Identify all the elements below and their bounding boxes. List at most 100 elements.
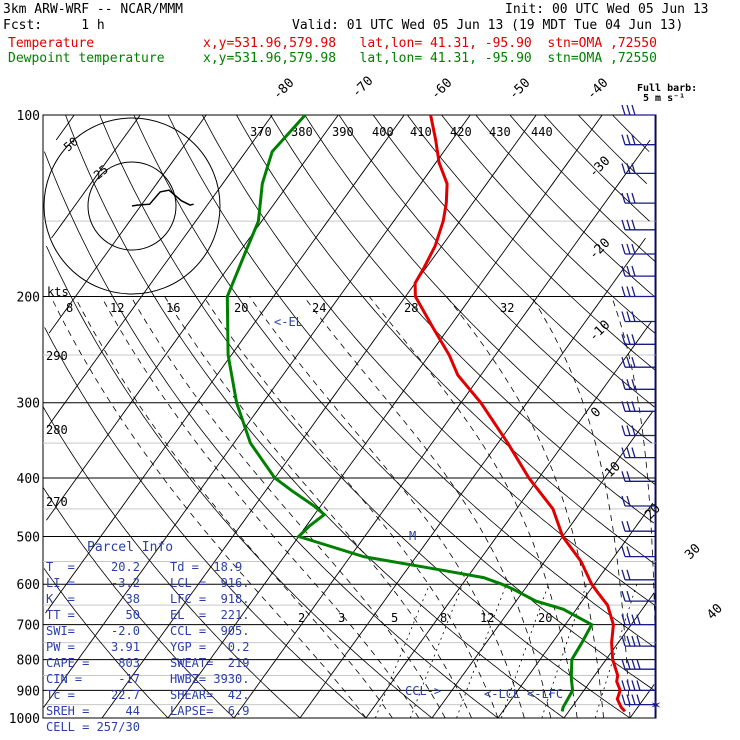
profiles — [225, 113, 627, 713]
isotherm-label: -80 — [270, 76, 297, 103]
mixing-ratio-label: 12 — [480, 611, 494, 625]
dry-adiabat-line — [338, 114, 653, 444]
isotherm-line — [497, 502, 654, 719]
mixing-ratio-label: 3 — [338, 611, 345, 625]
pressure-label: 700 — [17, 619, 40, 634]
wind-barb — [621, 447, 655, 459]
theta-label: 420 — [450, 125, 472, 139]
barb-note: Full barb: — [637, 83, 698, 94]
isotherm-line — [46, 114, 339, 521]
dry-adiabat-line — [65, 114, 565, 719]
pressure-label: 100 — [17, 109, 40, 124]
dry-adiabat-line — [236, 114, 655, 565]
hodograph-ring — [87, 161, 177, 251]
annotations: <-EL M CCL-> <-LCL <-LFC — [274, 315, 563, 701]
temperature-profile — [413, 114, 627, 713]
hodograph-ring-label: 50 — [61, 134, 81, 154]
parcel-info-value: CIN = -17 — [46, 672, 140, 686]
wind-barb — [621, 379, 655, 390]
wind-barb — [621, 243, 655, 255]
parcel-info-value: YGP = 0.2 — [170, 640, 250, 654]
moist-adiabat-line — [303, 296, 552, 719]
wind-barb — [621, 635, 655, 647]
pressure-label: 900 — [17, 684, 40, 699]
isotherm-label: 0 — [588, 405, 604, 421]
wind-barb — [621, 334, 655, 345]
isotherm-label: -30 — [586, 154, 613, 181]
wind-barb — [621, 590, 655, 602]
wind-barb — [621, 614, 655, 626]
isotherm-line — [431, 411, 654, 719]
wind-barb — [621, 192, 655, 204]
wind-barb — [621, 471, 655, 482]
wind-barb — [621, 569, 655, 581]
wind-barb — [621, 401, 655, 412]
parcel-info-value: TT = 50 — [46, 608, 140, 622]
parcel-info-value: EL = 221. — [170, 608, 250, 622]
theta-label: 430 — [489, 125, 511, 139]
isotherm-line — [46, 114, 273, 428]
parcel-info-value: SHEAR= 42. — [170, 688, 250, 702]
parcel-info-value: LFC = 918. — [170, 592, 250, 606]
dry-adiabat-line — [46, 245, 433, 719]
isotherm-label: -40 — [584, 76, 611, 103]
theta-e-label: 270 — [46, 495, 68, 509]
wind-barbs: ✶ — [621, 104, 662, 718]
parcel-info-value: LAPSE= 6.9 — [170, 704, 250, 718]
speed-axis-label: 12 — [110, 301, 124, 315]
pressure-label: 500 — [17, 530, 40, 545]
dewpoint-label: Dewpoint temperature — [8, 51, 165, 66]
mixing-ratio-label: 8 — [440, 611, 447, 625]
theta-e-label: 280 — [46, 423, 68, 437]
moist-adiabat-line — [531, 296, 631, 719]
lfc-marker: <-LFC — [527, 687, 563, 701]
dry-adiabat-line — [201, 114, 655, 606]
parcel-info-value: Tc = 22.7 — [46, 688, 140, 702]
pressure-label: 600 — [17, 578, 40, 593]
init-time: Init: 00 UTC Wed 05 Jun 13 — [505, 2, 709, 17]
wind-barb — [621, 311, 655, 323]
moist-adiabat-line — [446, 296, 604, 719]
isotherm-line — [167, 114, 603, 719]
theta-label: 400 — [372, 125, 394, 139]
isotherm-label: 40 — [704, 601, 726, 623]
theta-e-label: 290 — [46, 349, 68, 363]
barb-unit: 5 m s⁻¹ — [643, 93, 686, 104]
dry-adiabat-line — [475, 114, 655, 297]
dry-adiabat-line — [44, 327, 367, 719]
dry-adiabat-line — [167, 114, 656, 649]
pressure-label: 1000 — [9, 712, 40, 727]
parcel-info-value: SWEAT= 219 — [170, 656, 250, 670]
mixing-ratio-line — [456, 584, 507, 719]
pressure-label: 400 — [17, 472, 40, 487]
isotherm-label: 20 — [642, 501, 664, 523]
moist-adiabat-line — [50, 296, 367, 719]
moist-adiabat-line — [249, 296, 525, 719]
wind-barb — [621, 521, 655, 532]
parcel-info-value: LI = -3.2 — [46, 576, 140, 590]
isotherm-label: -60 — [428, 76, 455, 103]
theta-label: 380 — [291, 125, 313, 139]
wind-barb — [621, 219, 655, 231]
isotherm-label: -50 — [506, 76, 533, 103]
ccl-marker: CCL-> — [405, 684, 441, 698]
parcel-info-value: CCL = 905. — [170, 624, 250, 638]
dry-adiabat-line — [42, 406, 301, 719]
moist-adiabat-line — [130, 296, 446, 719]
dry-adiabat-line — [304, 114, 656, 485]
mixing-ratio-line — [541, 584, 588, 719]
theta-label: 370 — [250, 125, 272, 139]
forecast-hour: Fcst: 1 h — [3, 18, 105, 33]
m-marker: M — [409, 529, 416, 543]
hodograph-unit: kts — [47, 285, 69, 299]
isotherm-label: -10 — [586, 318, 613, 345]
isotherm-line — [43, 114, 471, 708]
moist-adiabat-line — [164, 296, 472, 719]
isotherm-line — [101, 114, 537, 719]
wind-barb — [621, 134, 655, 146]
wind-barb — [621, 425, 655, 437]
model-title: 3km ARW-WRF -- NCAR/MMM — [3, 2, 184, 17]
parcel-info-value: HWBZ= 3930. — [170, 672, 250, 686]
wind-barb — [621, 286, 655, 298]
